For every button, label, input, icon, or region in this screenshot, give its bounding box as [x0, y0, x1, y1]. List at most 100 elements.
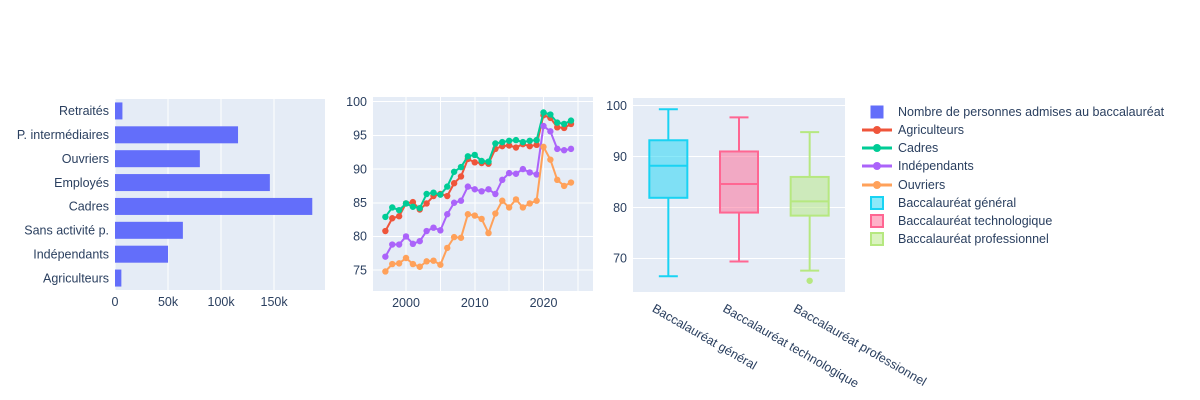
marker-indépendants [444, 211, 451, 218]
marker-indépendants [450, 199, 458, 206]
marker-cadres [457, 163, 465, 171]
bar [115, 245, 169, 263]
marker-indépendants [395, 241, 403, 248]
marker-ouvriers [437, 261, 444, 268]
legend-item[interactable]: Indépendants [862, 157, 1164, 175]
marker-ouvriers [423, 258, 430, 265]
bar [115, 174, 270, 192]
box [648, 139, 689, 199]
marker-ouvriers [492, 210, 499, 217]
marker-cadres [540, 109, 547, 116]
legend: Nombre de personnes admises au baccalaur… [862, 103, 1164, 248]
x-tick-label: 150k [261, 295, 289, 309]
y-tick-label: 90 [613, 150, 627, 164]
marker-cadres [499, 138, 506, 146]
marker-cadres [533, 136, 540, 144]
marker-indépendants [402, 233, 410, 240]
marker-indépendants [519, 165, 527, 173]
marker-cadres [450, 168, 458, 175]
marker-ouvriers [499, 197, 506, 204]
marker-agriculteurs [457, 173, 465, 180]
marker-ouvriers [382, 268, 389, 275]
marker-cadres [512, 136, 520, 144]
marker-indépendants [416, 237, 423, 245]
legend-item-label: Indépendants [898, 159, 974, 174]
marker-indépendants [512, 170, 520, 177]
x-tick-label: 100k [208, 295, 236, 309]
marker-cadres [519, 138, 527, 146]
marker-agriculteurs [409, 198, 417, 206]
marker-cadres [554, 119, 561, 126]
legend-square-marker-icon [862, 212, 892, 230]
bar [115, 197, 313, 215]
marker-agriculteurs [512, 144, 520, 151]
x-category-label: Baccalauréat technologique [721, 301, 862, 390]
marker-cadres [416, 204, 423, 212]
marker-agriculteurs [444, 192, 451, 200]
marker-cadres [430, 189, 437, 196]
legend-item-label: Baccalauréat technologique [898, 213, 1053, 228]
marker-cadres [485, 158, 492, 165]
marker-indépendants [409, 240, 417, 248]
legend-item-label: Nombre de personnes admises au baccalaur… [898, 105, 1165, 120]
marker-indépendants [533, 171, 540, 178]
marker-cadres [395, 206, 403, 214]
line-chart: 75 80 85 90 95 100 2000 2010 2020 [346, 95, 593, 310]
marker-indépendants [389, 241, 396, 248]
legend-line-marker-icon [862, 121, 892, 139]
legend-item[interactable]: Agriculteurs [862, 121, 1164, 139]
marker-ouvriers [457, 234, 465, 241]
y-category-label: Indépendants [33, 247, 109, 261]
marker-agriculteurs [533, 141, 540, 149]
marker-indépendants [464, 183, 472, 190]
marker-indépendants [430, 224, 437, 231]
marker-indépendants [560, 147, 568, 154]
x-tick-label: 2000 [392, 296, 420, 310]
y-tick-label: 100 [346, 95, 367, 109]
y-category-label: Retraités [59, 104, 109, 118]
marker-indépendants [567, 145, 575, 153]
marker-ouvriers [478, 215, 485, 223]
y-tick-label: 80 [613, 201, 627, 215]
marker-cadres [444, 183, 451, 190]
y-tick-label: 80 [353, 230, 367, 244]
marker-cadres [464, 153, 472, 160]
marker-ouvriers [512, 196, 520, 203]
legend-item[interactable]: Nombre de personnes admises au baccalaur… [862, 103, 1164, 121]
legend-item[interactable]: Cadres [862, 139, 1164, 157]
legend-item[interactable]: Ouvriers [862, 176, 1164, 194]
y-tick-label: 95 [353, 129, 367, 143]
marker-ouvriers [402, 254, 410, 262]
legend-item[interactable]: Baccalauréat technologique [862, 212, 1164, 230]
marker-cadres [547, 111, 554, 118]
y-category-label: Cadres [69, 200, 109, 214]
marker-ouvriers [526, 200, 533, 207]
legend-line-marker-icon [862, 157, 892, 175]
marker-cadres [409, 203, 417, 210]
marker-indépendants [382, 253, 389, 260]
legend-item-label: Baccalauréat professionnel [898, 232, 1049, 247]
legend-item[interactable]: Baccalauréat général [862, 194, 1164, 212]
marker-agriculteurs [450, 180, 458, 187]
marker-agriculteurs [554, 124, 561, 131]
marker-indépendants [423, 227, 430, 235]
x-tick-label: 2020 [530, 296, 558, 310]
marker-ouvriers [471, 212, 478, 219]
legend-item[interactable]: Baccalauréat professionnel [862, 230, 1164, 248]
marker-cadres [389, 204, 396, 211]
marker-ouvriers [389, 260, 396, 268]
marker-indépendants [499, 176, 506, 184]
marker-ouvriers [464, 211, 472, 218]
line-series-ouvriers [384, 145, 572, 273]
marker-agriculteurs [505, 142, 513, 149]
legend-square-marker-icon [862, 194, 892, 212]
marker-cadres [471, 151, 478, 159]
marker-ouvriers [505, 204, 513, 211]
bar-chart: 0 50k 100k 150k Retraités P. intermédiaires Ou… [17, 99, 325, 309]
legend-square-marker-icon [862, 103, 892, 121]
marker-ouvriers [416, 263, 423, 270]
y-category-label: Sans activité p. [24, 224, 109, 238]
marker-cadres [567, 117, 575, 124]
marker-indépendants [492, 190, 499, 198]
